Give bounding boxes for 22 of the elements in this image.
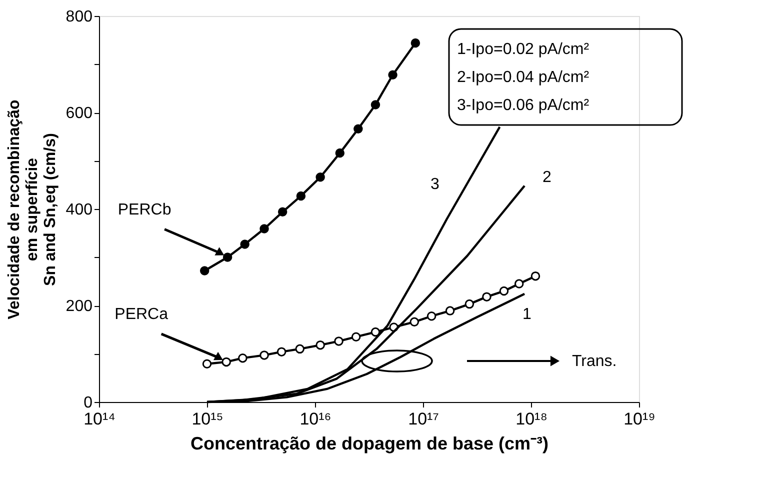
annotation: 3	[430, 176, 440, 193]
x-tick-label: 10¹⁵	[192, 410, 224, 428]
y-tick-label: 200	[66, 298, 93, 315]
x-tick-label: 10¹⁷	[408, 410, 439, 428]
annotation: 2-Ipo=0.04 pA/cm²	[457, 69, 590, 86]
y-tick-label: 0	[84, 394, 93, 412]
y-tick-label: 600	[66, 105, 93, 122]
annotation: PERCa	[114, 306, 168, 323]
annotation: 1-Ipo=0.02 pA/cm²	[457, 41, 590, 58]
y-tick-label: 800	[66, 8, 93, 26]
x-tick-label: 10¹⁹	[624, 410, 656, 428]
x-tick-label: 10¹⁴	[84, 410, 116, 428]
annotation: PERCb	[118, 201, 172, 218]
annotation: Trans.	[572, 353, 617, 370]
annotation: 1	[522, 306, 532, 323]
x-tick-label: 10¹⁸	[516, 410, 548, 428]
annotation: 2	[542, 169, 552, 186]
x-axis-title: Concentração de dopagem de base (cm⁻³)	[190, 434, 549, 454]
y-tick-label: 400	[66, 202, 93, 218]
annotation: 3-Ipo=0.06 pA/cm²	[457, 97, 590, 114]
y-axis-title: Velocidade de recombinação em superfície Sn and Sn,eq (cm/s)	[6, 99, 59, 320]
x-tick-label: 10¹⁶	[300, 410, 332, 428]
